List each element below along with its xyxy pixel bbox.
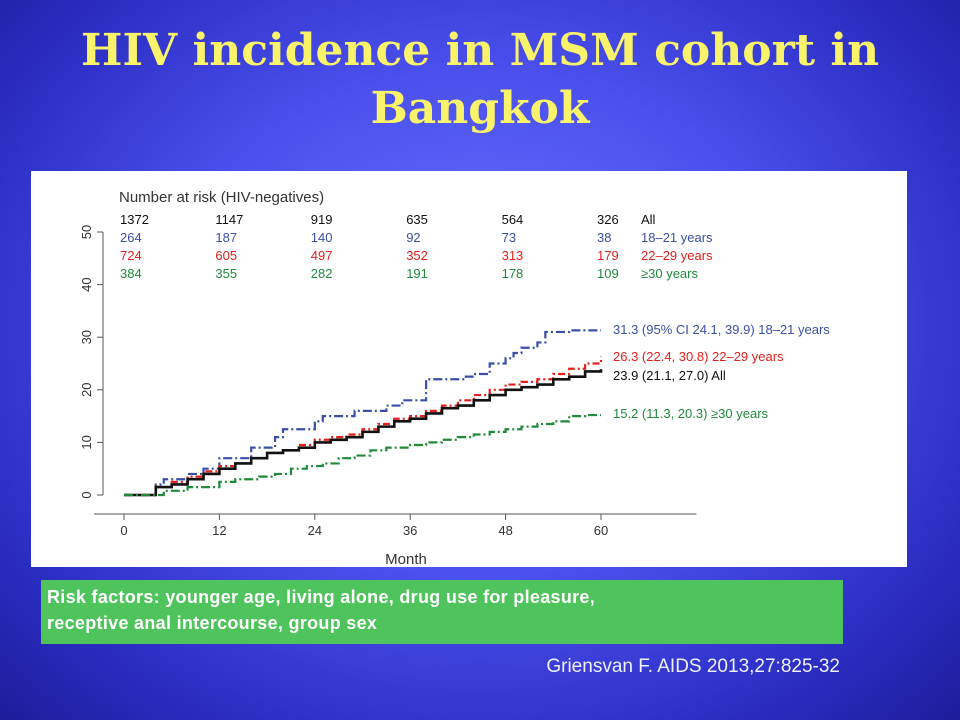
x-tick-label: 12 [212,523,226,538]
slide-title-line2: Bangkok [370,83,590,134]
risk-table-group-label: 22–29 years [641,248,713,263]
risk-table-cell: 264 [120,230,142,245]
risk-table-cell: 919 [311,212,333,227]
risk-table-cell: 1147 [215,212,243,227]
risk-table-cell: 605 [215,248,237,263]
risk-factors-box: Risk factors: younger age, living alone,… [41,580,843,644]
y-tick-label: 10 [79,435,94,449]
x-tick-label: 36 [403,523,417,538]
chart-panel: Number at risk (HIV-negatives) Month 0 12… [31,171,907,567]
x-axis-label: Month [385,551,427,567]
series-end-label: 23.9 (21.1, 27.0) All [613,368,726,383]
risk-table-cell: 179 [597,248,619,263]
series-end-label: 26.3 (22.4, 30.8) 22–29 years [613,349,784,364]
risk-factors-line2: receptive anal intercourse, group sex [47,613,378,633]
chart-svg: Number at risk (HIV-negatives) Month 0 12… [79,189,830,567]
risk-table-title: Number at risk (HIV-negatives) [119,189,324,206]
risk-table-cell: 282 [311,266,333,281]
series-line [124,413,601,497]
risk-table-cell: 564 [502,212,524,227]
series-end-label: 15.2 (11.3, 20.3) ≥30 years [613,406,769,421]
risk-factors-line1: Risk factors: younger age, living alone,… [47,587,596,607]
x-tick-label: 24 [308,523,322,538]
risk-table-group-label: ≥30 years [641,266,698,281]
risk-table-cell: 724 [120,248,142,263]
risk-table-cell: 313 [502,248,524,263]
risk-table-cell: 352 [406,248,428,263]
risk-table-cell: 191 [406,266,428,281]
slide-title-line1: HIV incidence in MSM cohort in [80,25,880,76]
risk-table-cell: 326 [597,212,619,227]
slide-title: HIV incidence in MSM cohort in Bangkok [0,22,960,138]
series-line [124,369,603,497]
risk-table-cell: 497 [311,248,333,263]
risk-table-cell: 178 [502,266,524,281]
y-tick-label: 30 [79,330,94,344]
risk-table-cell: 140 [311,230,333,245]
y-tick-label: 50 [79,225,94,239]
x-tick-label: 48 [498,523,512,538]
y-tick-label: 40 [79,277,94,291]
y-tick-label: 0 [79,491,94,498]
risk-table-cell: 92 [406,230,420,245]
x-tick-label: 0 [120,523,127,538]
risk-table-cell: 38 [597,230,611,245]
risk-table-cell: 355 [215,266,237,281]
x-tick-label: 60 [594,523,608,538]
series-end-label: 31.3 (95% CI 24.1, 39.9) 18–21 years [613,322,830,337]
risk-table-cell: 384 [120,266,142,281]
series-line [124,329,601,497]
risk-table-cell: 73 [502,230,516,245]
risk-table-group-label: 18–21 years [641,230,713,245]
citation: Griensvan F. AIDS 2013,27:825-32 [546,656,840,677]
y-tick-label: 20 [79,383,94,397]
risk-table-cell: 109 [597,266,619,281]
risk-table-cell: 1372 [120,212,149,227]
risk-table-cell: 635 [406,212,428,227]
risk-table-cell: 187 [215,230,237,245]
risk-table-group-label: All [641,212,656,227]
